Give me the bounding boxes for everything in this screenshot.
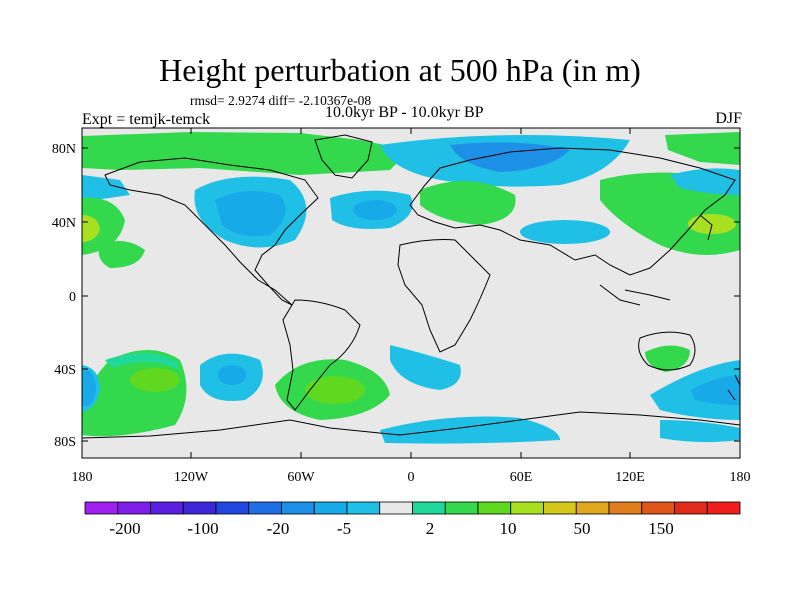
lon-label: 120E bbox=[615, 470, 645, 485]
colorbar-labels: -200 -100 -20 -5 2 10 50 150 bbox=[109, 519, 673, 538]
anomaly-region-north-america-core bbox=[215, 191, 286, 237]
lon-label: 180 bbox=[730, 470, 751, 485]
lon-labels: 180 120W 60W 0 60E 120E 180 bbox=[72, 470, 751, 485]
new-zealand-coastline bbox=[727, 374, 740, 401]
australia-coastline bbox=[638, 331, 696, 371]
greenland-coastline bbox=[314, 134, 373, 179]
lon-label: 60E bbox=[510, 470, 533, 485]
anomaly-region-asia-positive bbox=[600, 172, 740, 255]
colorbar-swatch bbox=[215, 501, 250, 515]
anomaly-region-pacific-core bbox=[688, 214, 736, 234]
anomaly-region-southwest-core bbox=[82, 370, 96, 406]
lat-label: 40S bbox=[54, 363, 76, 378]
colorbar-label: -200 bbox=[109, 519, 140, 538]
experiment-label: Expt = temjk-temck bbox=[82, 111, 211, 128]
colorbar-swatch bbox=[281, 501, 315, 515]
season-label: DJF bbox=[715, 110, 742, 127]
colorbar-swatch bbox=[379, 501, 413, 515]
anomaly-region-east-pacific-positive bbox=[82, 197, 125, 255]
anomaly-region-australia-positive bbox=[645, 345, 690, 372]
anomaly-region-south-pacific-core bbox=[130, 368, 180, 392]
lon-label: 0 bbox=[408, 470, 415, 485]
lat-axis bbox=[82, 147, 740, 442]
japan-coastline bbox=[699, 214, 713, 241]
colorbar-swatch bbox=[444, 501, 479, 515]
lat-label: 40N bbox=[52, 216, 76, 231]
lon-label: 120W bbox=[174, 470, 209, 485]
anomaly-region-south-indian-negative bbox=[390, 345, 461, 390]
anomaly-region-west-pacific-negative bbox=[82, 175, 130, 200]
colorbar-swatch bbox=[543, 501, 577, 515]
anomaly-region-south-pacific-east-core bbox=[690, 375, 740, 405]
colorbar-swatch bbox=[510, 501, 544, 515]
colorbar-label: 150 bbox=[648, 519, 674, 538]
anomaly-region-greenland-positive bbox=[82, 132, 410, 175]
anomaly-region-pacific-negative bbox=[670, 168, 740, 195]
colorbar-swatch bbox=[117, 501, 151, 515]
colorbar-swatch bbox=[575, 501, 610, 515]
colorbar-swatch bbox=[346, 501, 381, 515]
stats-text: rmsd= 2.9274 diff= -2.10367e-08 bbox=[190, 93, 372, 108]
africa-coastline bbox=[397, 239, 491, 353]
contour-fill bbox=[82, 132, 740, 444]
colorbar-swatch bbox=[706, 501, 741, 515]
colorbar-swatch bbox=[182, 501, 217, 515]
colorbar-label: 10 bbox=[500, 519, 517, 538]
indonesia-coastline bbox=[599, 284, 671, 306]
colorbar-label: -100 bbox=[187, 519, 218, 538]
map-title: Height perturbation at 500 hPa (in m) bbox=[159, 52, 641, 88]
lat-label: 80S bbox=[54, 435, 76, 450]
lat-labels: 80N 40N 0 40S 80S bbox=[52, 142, 76, 450]
lat-label: 0 bbox=[69, 290, 76, 305]
colorbar-swatch bbox=[412, 501, 446, 515]
lon-label: 180 bbox=[72, 470, 93, 485]
lon-axis bbox=[81, 128, 741, 458]
anomaly-region-mediterranean-negative bbox=[520, 220, 610, 244]
eurasia-coastline bbox=[409, 147, 736, 276]
anomaly-region-south-atlantic-core bbox=[305, 376, 365, 404]
lat-label: 80N bbox=[52, 142, 76, 157]
anomaly-region-central-pacific-positive bbox=[98, 241, 145, 268]
anomaly-region-south-pacific-halo bbox=[105, 352, 178, 370]
colorbar bbox=[84, 501, 741, 515]
period-label: 10.0kyr BP - 10.0kyr BP bbox=[325, 104, 484, 121]
north-america-coastline bbox=[104, 157, 319, 306]
colorbar-swatch bbox=[313, 501, 348, 515]
colorbar-label: -20 bbox=[267, 519, 290, 538]
colorbar-swatch bbox=[608, 501, 643, 515]
anomaly-region-north-atlantic-core bbox=[353, 200, 397, 220]
colorbar-label: -5 bbox=[337, 519, 351, 538]
south-america-coastline bbox=[282, 299, 361, 411]
colorbar-swatch bbox=[150, 501, 184, 515]
anomaly-region-southern-ocean-negative bbox=[380, 416, 560, 444]
colorbar-swatch bbox=[641, 501, 675, 515]
anomaly-region-europe-positive bbox=[420, 181, 516, 225]
colorbar-swatch bbox=[84, 501, 119, 515]
coastlines bbox=[82, 134, 740, 439]
colorbar-swatch bbox=[248, 501, 282, 515]
colorbar-label: 50 bbox=[574, 519, 591, 538]
colorbar-swatch bbox=[674, 501, 708, 515]
colorbar-label: 2 bbox=[426, 519, 435, 538]
anomaly-region-antarctic-east-negative bbox=[660, 420, 740, 443]
antarctica-coastline bbox=[82, 411, 740, 439]
anomaly-region-southeast-pacific-core bbox=[218, 365, 246, 385]
colorbar-swatch bbox=[477, 501, 512, 515]
anomaly-region-arctic-east-positive bbox=[665, 132, 740, 165]
lon-label: 60W bbox=[287, 470, 315, 485]
